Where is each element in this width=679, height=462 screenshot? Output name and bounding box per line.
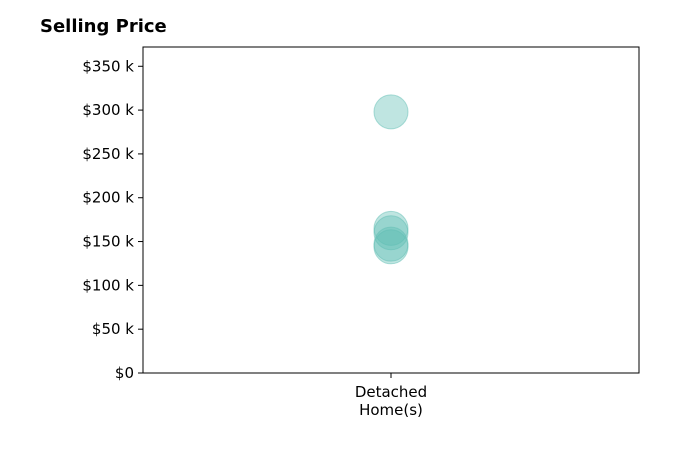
x-tick-label: Home(s) [359, 401, 423, 419]
y-tick-label: $150 k [82, 233, 134, 251]
data-point [373, 94, 409, 130]
data-points [373, 94, 409, 265]
plot-area [142, 46, 640, 374]
data-point [373, 215, 409, 251]
y-tick-label: $300 k [82, 101, 134, 119]
chart-title: Selling Price [40, 16, 167, 37]
y-axis: $0 $50 k $100 k $150 k $200 k $250 k $300 k $35… [82, 57, 143, 382]
y-tick-label: $50 k [92, 320, 134, 338]
y-tick-label: $100 k [82, 276, 134, 294]
x-tick-label: Detached [355, 383, 427, 401]
y-tick-label: $0 [115, 364, 134, 382]
y-tick-label: $200 k [82, 189, 134, 207]
data-point [373, 229, 409, 265]
y-tick-label: $350 k [82, 57, 134, 75]
y-tick-label: $250 k [82, 145, 134, 163]
data-point [373, 210, 409, 246]
